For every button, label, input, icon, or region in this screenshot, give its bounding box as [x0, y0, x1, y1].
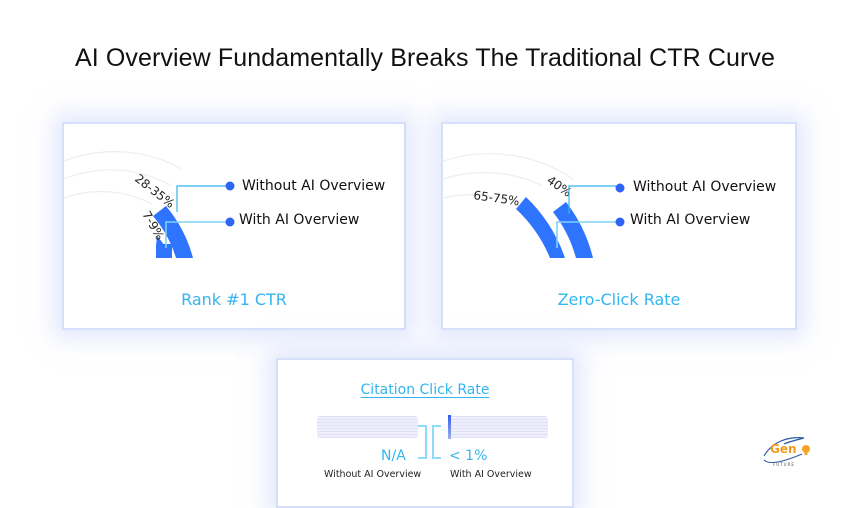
label-with-ai: With AI Overview [450, 469, 532, 480]
page-title: AI Overview Fundamentally Breaks The Tra… [74, 44, 776, 72]
outer-value-label: 28-35% [132, 171, 177, 211]
legend-without-ai: Without AI Overview [242, 178, 386, 194]
logo-swoosh-icon [763, 437, 810, 463]
bar-with-ai [516, 197, 565, 258]
citation-title: Citation Click Rate [360, 382, 490, 398]
zero-click-gauge: 40% 65-75% [443, 153, 625, 258]
legend-with-ai: With AI Overview [630, 212, 751, 228]
legend-dot-without [615, 183, 625, 193]
bar-with-ai [448, 415, 451, 439]
citation-bars [317, 415, 548, 459]
card-caption: Rank #1 CTR [181, 290, 287, 309]
bar-without-ai [553, 202, 593, 258]
label-without-ai: Without AI Overview [324, 469, 422, 480]
rank1-ctr-card: 28-35% 7-9% Without AI Overview With AI … [62, 122, 406, 330]
logo-name: Gen [770, 442, 797, 456]
legend-dot-with [225, 217, 235, 227]
bar-without-ai [153, 206, 193, 258]
value-without-ai: N/A [381, 448, 406, 464]
legend-dot-without [225, 181, 235, 191]
logo-tagline: FUTURE [773, 462, 795, 467]
gen-logo: Gen FUTURE [758, 432, 818, 476]
bar-with-ai [156, 244, 172, 258]
legend-dot-with [615, 217, 625, 227]
bulb-icon [802, 445, 810, 453]
inner-value-label: 65-75% [473, 188, 521, 208]
bar-without-ai [317, 416, 418, 438]
zero-click-card: 40% 65-75% Without AI Overview With AI O… [441, 122, 797, 330]
card-caption: Zero-Click Rate [557, 290, 681, 309]
citation-click-card: Citation Click Rate N/A < 1% Without AI … [276, 358, 574, 508]
rank1-ctr-gauge: 28-35% 7-9% [64, 151, 235, 258]
legend-with-ai: With AI Overview [239, 212, 360, 228]
legend-without-ai: Without AI Overview [633, 179, 777, 195]
value-with-ai: < 1% [449, 448, 488, 464]
